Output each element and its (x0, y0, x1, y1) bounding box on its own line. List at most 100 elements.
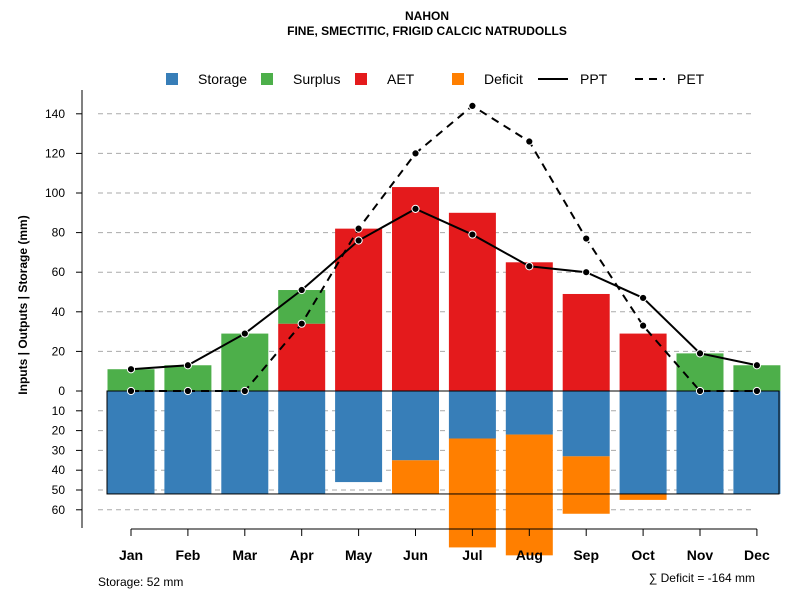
point-pet-jul (468, 101, 477, 110)
point-pet-aug (525, 137, 534, 146)
line-ppt (130, 207, 758, 371)
line-pet (131, 104, 757, 392)
point-ppt-dec (752, 361, 762, 370)
x-tick-label-oct: Oct (631, 547, 655, 563)
x-tick-label-sep: Sep (573, 547, 599, 563)
legend-label-surplus: Surplus (293, 71, 340, 87)
deficit-note: ∑ Deficit = -164 mm (649, 571, 755, 585)
bar-storage-dec (733, 391, 781, 494)
point-pet-sep (582, 234, 591, 243)
point-pet-mar (240, 386, 249, 396)
x-tick-label-jul: Jul (462, 547, 482, 563)
point-pet-nov (695, 386, 705, 396)
bar-storage-mar (221, 391, 269, 494)
bar-deficit-jun (392, 460, 439, 494)
y-tick-label: 20 (52, 344, 66, 358)
bar-surplus-dec (733, 365, 781, 391)
y-tick-label: 50 (52, 483, 66, 497)
bar-aet-jun (392, 187, 439, 391)
legend-label-ppt: PPT (580, 71, 608, 87)
y-tick-label: 100 (45, 186, 65, 200)
legend-item-ppt: PPT (538, 71, 608, 87)
bar-storage-aug (505, 391, 553, 435)
bar-deficit-aug (505, 434, 553, 556)
x-tick-label-may: May (345, 547, 372, 563)
point-pet-may (354, 224, 363, 233)
bar-storage-nov (676, 391, 724, 494)
bar-aet-aug (505, 262, 553, 391)
legend-label-aet: AET (387, 71, 415, 87)
y-tick-label: 30 (52, 443, 66, 457)
legend-swatch-storage (166, 73, 178, 85)
bar-storage-apr (278, 391, 326, 494)
x-tick-label-mar: Mar (232, 547, 257, 563)
chart-title: NAHON (405, 9, 449, 23)
point-ppt-jan (126, 365, 136, 374)
point-ppt-apr (297, 285, 306, 295)
y-tick-label: 120 (45, 146, 65, 160)
legend-swatch-surplus (261, 73, 273, 85)
point-pet-dec (752, 386, 762, 396)
legend-label-pet: PET (677, 71, 705, 87)
y-tick-label: 60 (52, 265, 66, 279)
bar-deficit-oct (619, 493, 667, 500)
chart-subtitle: FINE, SMECTITIC, FRIGID CALCIC NATRUDOLL… (287, 24, 567, 38)
point-ppt-mar (240, 329, 249, 338)
bar-surplus-jan (107, 369, 155, 391)
bar-storage-feb (164, 391, 212, 494)
y-tick-label: 60 (52, 503, 66, 517)
bar-storage-may (335, 391, 383, 483)
point-pet-jun (411, 149, 420, 158)
bar-storage-jan (107, 391, 155, 494)
point-ppt-sep (582, 268, 591, 277)
point-pet-apr (297, 319, 306, 328)
legend-label-deficit: Deficit (484, 71, 523, 87)
bar-aet-sep (562, 293, 610, 391)
legend-item-surplus: Surplus (261, 71, 340, 87)
bar-surplus-apr (278, 290, 326, 324)
bar-storage-jul (448, 391, 496, 439)
legend-item-pet: PET (635, 71, 705, 87)
legend-item-storage: Storage (166, 71, 247, 87)
point-ppt-may (354, 236, 363, 245)
point-ppt-nov (695, 349, 705, 358)
point-ppt-jul (468, 230, 477, 239)
point-ppt-aug (525, 262, 534, 271)
legend-label-storage: Storage (198, 71, 247, 87)
x-tick-label-jun: Jun (403, 547, 428, 563)
bar-aet-jul (448, 212, 496, 391)
legend-swatch-aet (355, 73, 367, 85)
bar-surplus-feb (164, 365, 212, 391)
bar-storage-oct (619, 391, 667, 494)
bar-deficit-sep (562, 456, 610, 514)
y-tick-label: 20 (52, 424, 66, 438)
lines (126, 101, 762, 396)
x-tick-label-nov: Nov (687, 547, 714, 563)
x-tick-label-dec: Dec (744, 547, 770, 563)
x-tick-label-jan: Jan (119, 547, 143, 563)
storage-note: Storage: 52 mm (98, 575, 183, 589)
point-ppt-oct (639, 293, 648, 303)
bar-storage-jun (392, 391, 439, 461)
y-tick-label: 10 (52, 404, 66, 418)
y-tick-label: 80 (52, 226, 66, 240)
y-tick-label: 0 (58, 384, 65, 398)
y-tick-label: 40 (52, 463, 66, 477)
bar-aet-apr (278, 323, 326, 391)
point-pet-oct (639, 321, 648, 330)
bar-aet-may (335, 228, 383, 391)
point-ppt-jun (411, 204, 420, 213)
axes: 140 120 100 80 60 40 20 0 10 20 30 40 50 60 Jan Feb Mar A… (45, 90, 770, 563)
point-ppt-feb (183, 361, 192, 370)
legend-swatch-deficit (452, 73, 464, 85)
x-tick-label-apr: Apr (290, 547, 315, 563)
legend: Storage Surplus AET Deficit PPT PET (166, 71, 705, 87)
x-tick-label-feb: Feb (175, 547, 200, 563)
y-tick-label: 140 (45, 107, 65, 121)
legend-item-aet: AET (355, 71, 415, 87)
point-pet-jan (126, 386, 136, 396)
point-pet-feb (183, 386, 192, 396)
y-tick-label: 40 (52, 305, 66, 319)
bar-storage-sep (562, 391, 610, 457)
